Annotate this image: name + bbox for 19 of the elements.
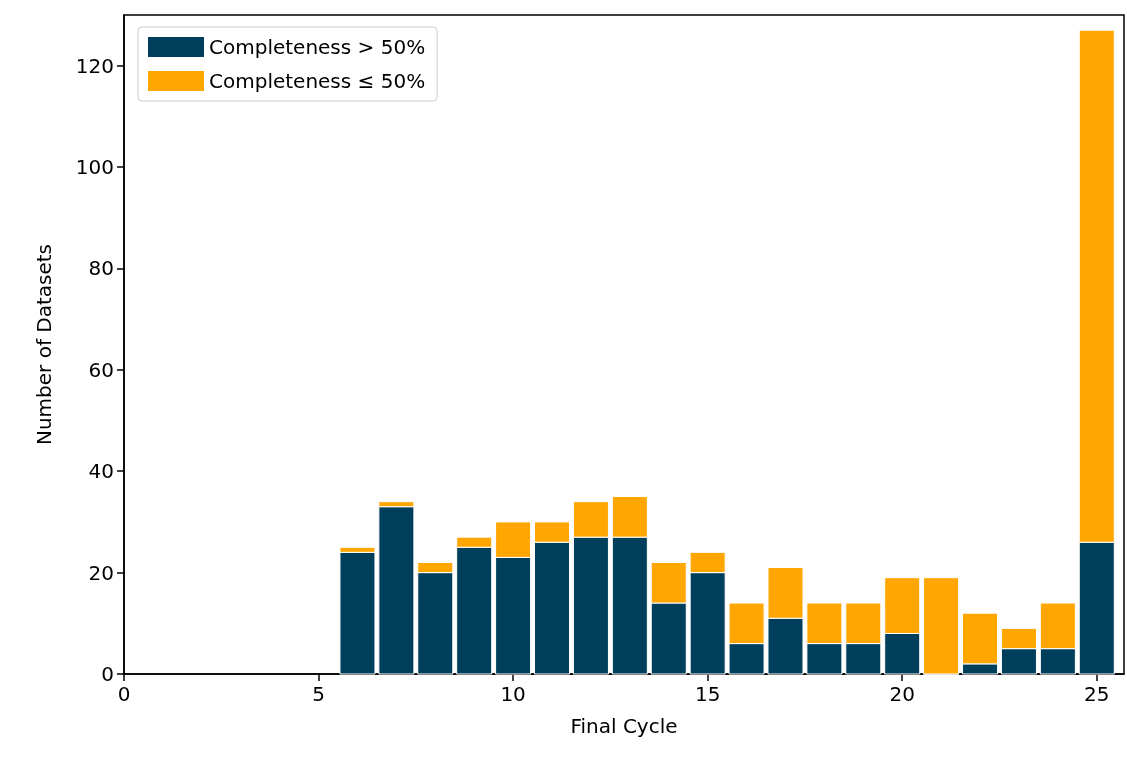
legend-label: Completeness > 50% xyxy=(209,35,426,59)
y-tick-label: 100 xyxy=(75,155,114,180)
x-tick-label: 0 xyxy=(117,682,131,706)
bar xyxy=(923,577,960,675)
y-tick-label: 120 xyxy=(75,53,114,78)
x-tick-label: 25 xyxy=(1084,682,1110,706)
y-axis-title: Number of Datasets xyxy=(32,243,56,446)
y-tick-label: 0 xyxy=(101,662,114,686)
legend-label: Completeness ≤ 50% xyxy=(209,69,426,93)
y-tick-label: 80 xyxy=(88,256,114,281)
x-axis-title: Final Cycle xyxy=(570,714,678,738)
y-tick-label: 60 xyxy=(88,357,114,382)
y-tick-label: 40 xyxy=(88,459,114,484)
y-tick-label: 20 xyxy=(88,560,114,585)
x-tick-label: 15 xyxy=(694,682,721,706)
x-tick-label: 5 xyxy=(312,682,325,706)
x-tick-label: 20 xyxy=(889,682,915,706)
bar xyxy=(339,551,376,675)
x-tick-label: 10 xyxy=(500,682,526,706)
